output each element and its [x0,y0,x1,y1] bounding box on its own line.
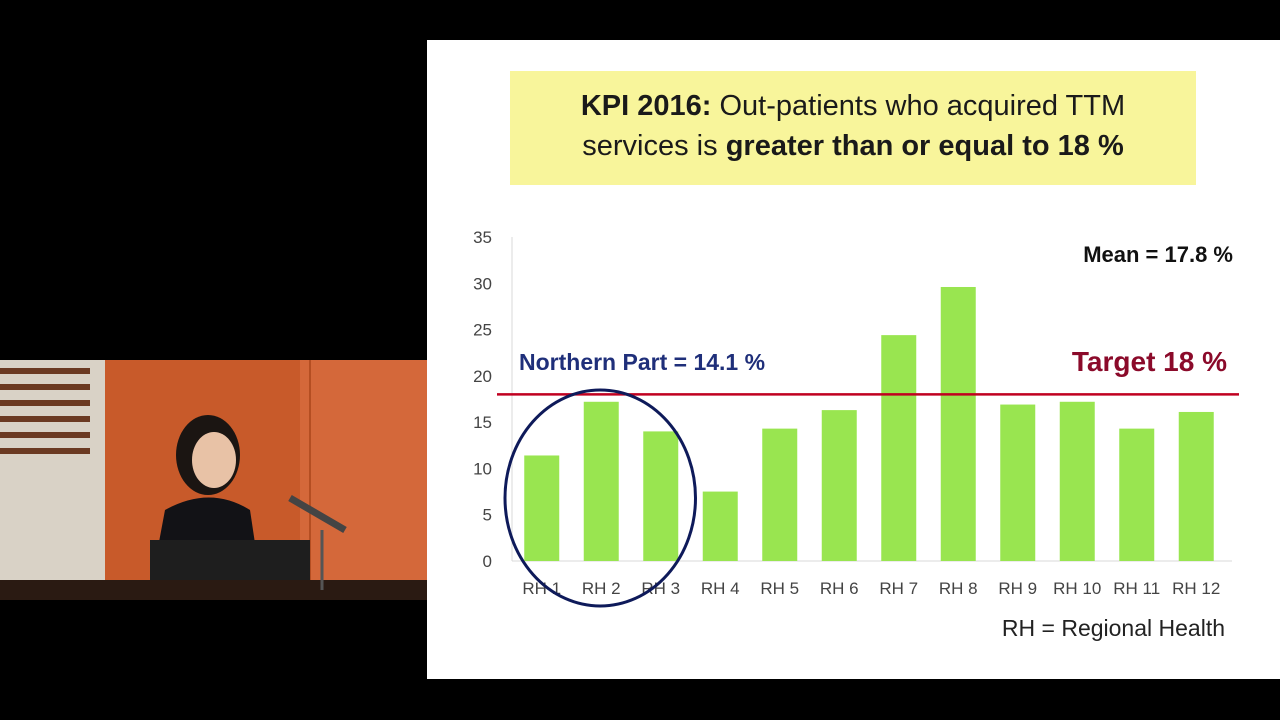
y-tick-label: 5 [483,506,492,525]
x-tick-label: RH 6 [820,579,859,598]
y-tick-label: 25 [473,321,492,340]
x-tick-label: RH 12 [1172,579,1220,598]
title-line-1: KPI 2016: Out-patients who acquired TTM [510,86,1196,126]
y-axis: 0 5 10 15 20 25 30 35 [473,228,492,571]
bar-rh7 [881,335,917,561]
bar-rh8 [940,286,976,561]
presentation-slide: KPI 2016: Out-patients who acquired TTM … [427,40,1280,679]
speaker-image [0,360,428,600]
title-line-2-emphasis: greater than or equal to 18 % [725,130,1124,162]
x-tick-label: RH 11 [1113,579,1160,598]
y-tick-label: 15 [473,413,492,432]
x-tick-label: RH 2 [582,579,621,598]
title-line-1-text: Out-patients who acquired TTM [719,90,1126,122]
y-tick-label: 30 [473,274,492,293]
bar-rh3 [643,431,679,561]
y-tick-label: 10 [473,459,492,478]
title-line-2: services is greater than or equal to 18 … [510,126,1196,166]
x-tick-label: RH 3 [641,579,680,598]
target-label: Target 18 % [1072,346,1227,377]
bar-rh4 [702,491,738,561]
bar-rh12 [1178,411,1214,561]
title-line-2-text: services is [582,130,718,162]
y-tick-label: 20 [473,367,492,386]
bar-rh10 [1059,401,1095,561]
y-tick-label: 0 [483,552,492,571]
x-tick-label: RH 10 [1053,579,1101,598]
slide-title: KPI 2016: Out-patients who acquired TTM … [510,71,1196,185]
mean-label: Mean = 17.8 % [1083,242,1233,267]
x-tick-label: RH 5 [760,579,799,598]
title-kpi-label: KPI 2016: [580,90,712,122]
bar-rh2 [583,401,619,561]
x-tick-label: RH 7 [879,579,918,598]
y-tick-label: 35 [473,228,492,247]
speaker-video [0,360,428,600]
bar-rh9 [1000,404,1036,561]
northern-part-highlight-circle [503,388,697,608]
bar-rh1 [524,455,560,561]
footnote: RH = Regional Health [1002,615,1225,641]
x-tick-label: RH 1 [522,579,561,598]
bar-rh6 [821,410,857,561]
bar-rh11 [1119,428,1155,561]
x-axis-labels: RH 1 RH 2 RH 3 RH 4 RH 5 RH 6 RH 7 RH 8 RH 9 RH 1… [522,579,1220,598]
northern-part-label: Northern Part = 14.1 % [519,349,765,375]
x-tick-label: RH 8 [939,579,978,598]
x-tick-label: RH 9 [998,579,1037,598]
x-tick-label: RH 4 [701,579,740,598]
bar-rh5 [762,428,798,561]
bars [524,286,1214,561]
